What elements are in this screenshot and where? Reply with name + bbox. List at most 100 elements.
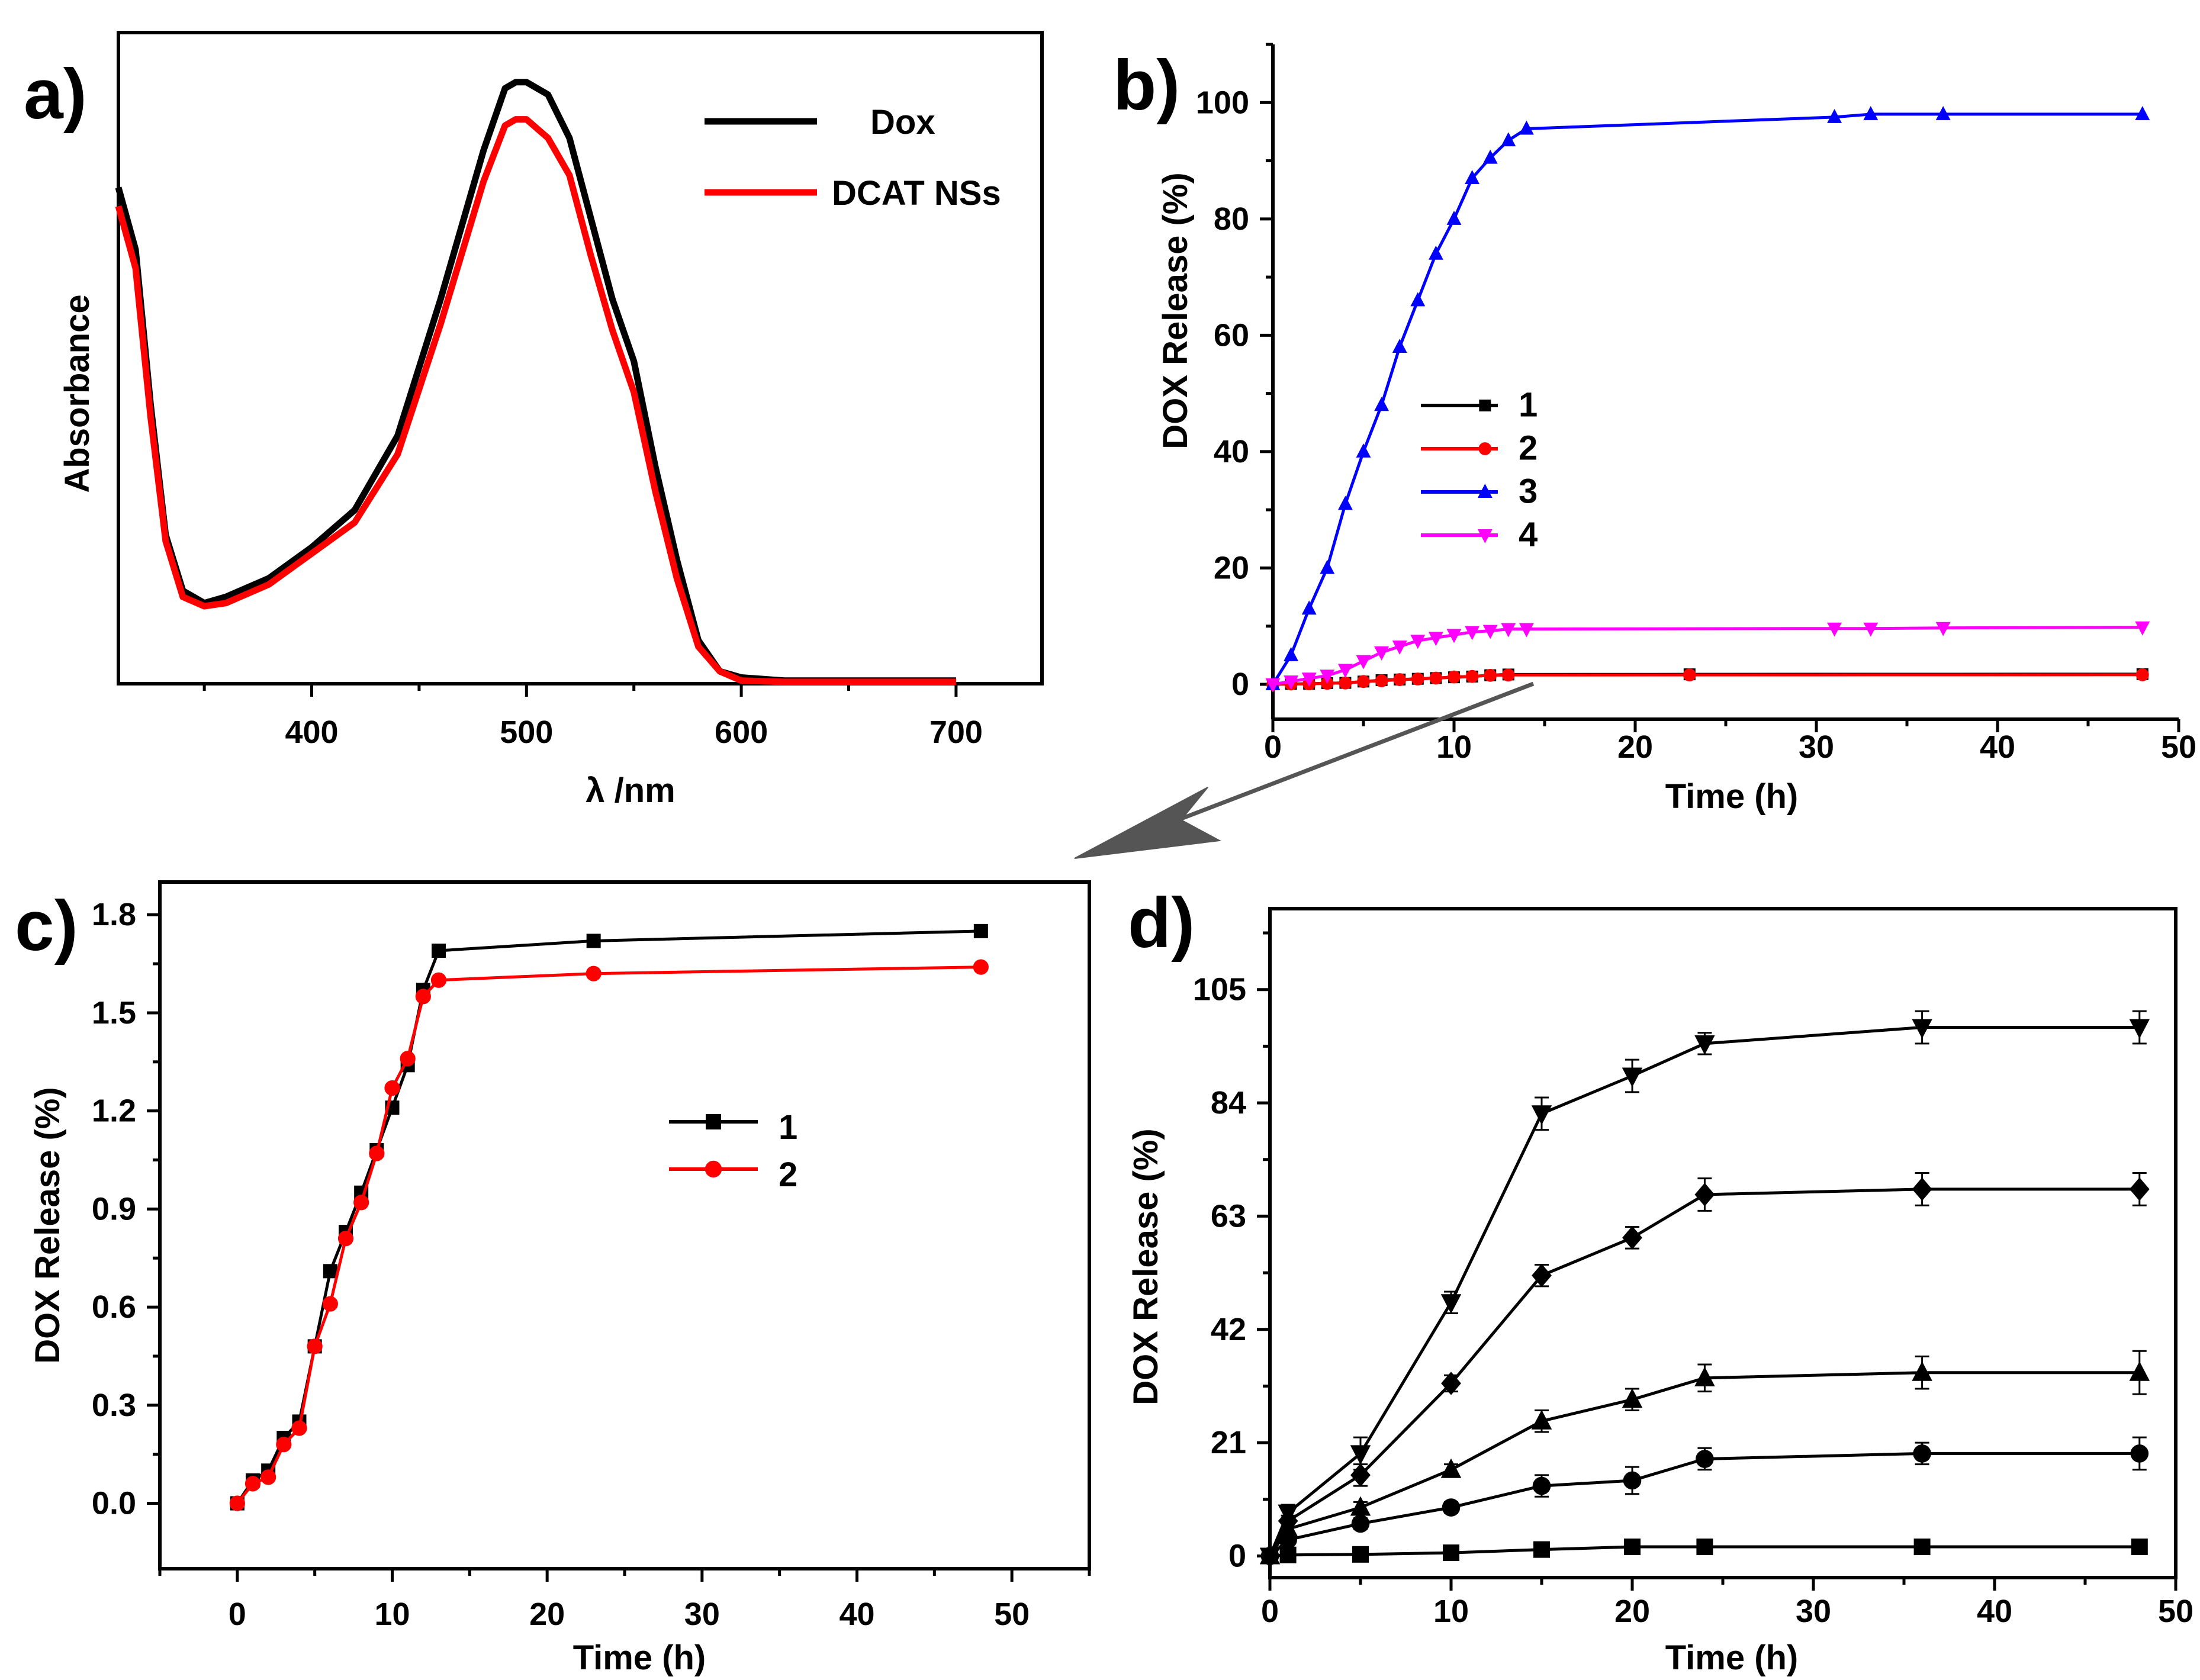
data-point	[1622, 1388, 1643, 1408]
data-point	[1694, 1183, 1715, 1206]
data-point	[1863, 622, 1879, 637]
panel-label: c)	[15, 886, 78, 965]
y-tick-label: 20	[1214, 550, 1249, 585]
data-point	[1501, 623, 1516, 638]
series-1	[230, 923, 988, 1511]
data-point	[973, 959, 989, 975]
data-point	[1446, 210, 1462, 225]
series-2	[229, 959, 989, 1511]
legend-marker	[705, 1160, 722, 1178]
data-point	[1392, 641, 1407, 655]
data-point	[1428, 632, 1443, 646]
x-axis-title: Time (h)	[1665, 777, 1799, 816]
data-point	[1443, 1544, 1459, 1562]
legend-marker	[1477, 529, 1493, 543]
data-point	[1374, 397, 1390, 411]
data-point	[1827, 622, 1842, 637]
legend-label: Dox	[870, 103, 935, 141]
data-point	[369, 1145, 385, 1161]
panel-label: d)	[1128, 883, 1195, 963]
data-point	[1410, 635, 1426, 649]
data-point	[2135, 621, 2150, 636]
data-point	[1339, 676, 1352, 690]
legend-marker	[1479, 400, 1491, 411]
data-point	[1531, 1105, 1552, 1125]
x-axis-title: Time (h)	[1665, 1639, 1799, 1677]
x-tick-label: 0	[1264, 729, 1282, 765]
series-2	[1266, 668, 2149, 691]
plot-frame	[158, 880, 1091, 1570]
data-point	[322, 1296, 338, 1312]
data-point	[1912, 1177, 1932, 1201]
data-point	[1501, 668, 1515, 682]
data-point	[1441, 1372, 1461, 1395]
legend: Dox DCAT NSs	[705, 103, 1001, 213]
data-point	[1912, 1361, 1932, 1381]
data-point	[323, 1264, 337, 1279]
panel-label: a)	[24, 54, 87, 134]
x-tick-label: 0	[229, 1597, 246, 1632]
legend-label: 4	[1519, 516, 1538, 554]
y-tick-label: 63	[1211, 1198, 1246, 1234]
data-point	[1465, 670, 1479, 683]
series-4	[1265, 621, 2150, 693]
data-point	[1624, 1539, 1641, 1556]
data-point	[1448, 670, 1461, 684]
y-tick-label: 1.2	[92, 1093, 136, 1129]
y-tick-label: 0.0	[92, 1486, 136, 1521]
x-tick-label: 20	[529, 1597, 565, 1632]
legend-label: 1	[779, 1108, 797, 1147]
data-point	[1320, 559, 1335, 574]
data-point	[1935, 106, 1951, 120]
series-line	[236, 965, 981, 1505]
data-point	[1301, 672, 1317, 687]
data-point	[1446, 629, 1462, 643]
plot-frame	[117, 31, 1044, 685]
data-point	[2129, 1361, 2150, 1381]
legend-label: 2	[779, 1156, 797, 1194]
legend: 12	[669, 1108, 797, 1194]
data-point	[586, 934, 601, 948]
y-axis-title: DOX Release (%)	[28, 1087, 67, 1363]
panel-1: a) 400 500 600 700 λ /nm Absorbance Dox DCAT NSs	[24, 31, 1044, 810]
data-point	[1484, 668, 1497, 682]
data-point	[1827, 108, 1842, 123]
series-line	[1271, 112, 2143, 685]
data-point	[1357, 675, 1370, 688]
data-point	[1352, 1546, 1369, 1563]
data-point	[229, 1495, 245, 1511]
data-point	[1428, 245, 1443, 260]
data-point	[1351, 1514, 1370, 1533]
legend-marker	[706, 1114, 721, 1129]
data-point	[1482, 625, 1498, 639]
legend-marker	[1477, 484, 1493, 498]
plot-frame	[1268, 907, 2178, 1579]
data-point	[1350, 1496, 1371, 1516]
data-point	[1694, 1035, 1715, 1055]
y-tick-label: 42	[1211, 1312, 1246, 1347]
y-tick-label: 105	[1193, 972, 1246, 1008]
data-point	[1519, 623, 1534, 638]
legend-marker	[1478, 442, 1492, 455]
data-point	[586, 965, 602, 981]
data-point	[1392, 339, 1407, 353]
y-tick-label: 60	[1214, 317, 1249, 353]
legend-label: 2	[1519, 429, 1538, 468]
panel-label: b)	[1113, 46, 1180, 125]
data-point	[1259, 1547, 1281, 1568]
x-tick-label: 500	[500, 715, 553, 750]
data-point	[1375, 674, 1388, 687]
x-tick-label: 0	[1261, 1594, 1279, 1629]
panel-2: b) 0 10 20 30 40 50 0 20 40 60 80 100 Time (h) DOX Rel…	[1113, 43, 2196, 816]
data-point	[1278, 1504, 1298, 1524]
data-point	[1912, 1019, 1932, 1039]
series-line	[1268, 1025, 2140, 1557]
data-point	[2131, 1539, 2148, 1556]
data-point	[1411, 672, 1424, 685]
data-point	[2130, 1444, 2149, 1463]
data-point	[432, 944, 446, 958]
data-point	[1696, 1450, 1714, 1468]
data-point	[1531, 1409, 1552, 1430]
data-point	[1532, 1476, 1551, 1495]
data-point	[260, 1469, 276, 1485]
